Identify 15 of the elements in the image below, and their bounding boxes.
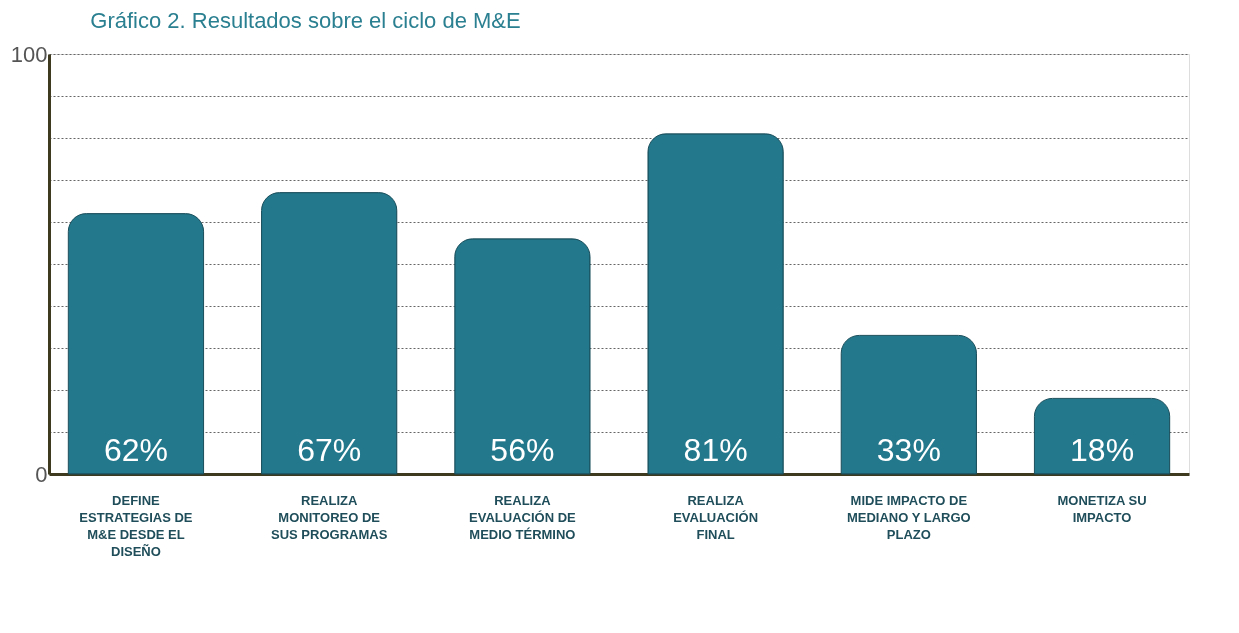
x-tick-label: REALIZA EVALUACIÓN DE MEDIO TÉRMINO bbox=[469, 492, 577, 542]
data-label: 67% bbox=[297, 432, 362, 468]
data-label: 81% bbox=[683, 432, 748, 468]
data-label: 56% bbox=[490, 432, 555, 468]
x-tick-label: MIDE IMPACTO DE MEDIANO Y LARGO PLAZO bbox=[846, 492, 971, 542]
y-tick-label: 100 bbox=[10, 41, 48, 67]
data-label: 33% bbox=[876, 432, 941, 468]
x-tick-label: REALIZA MONITOREO DE SUS PROGRAMAS bbox=[271, 492, 388, 542]
data-label: 18% bbox=[1070, 432, 1135, 468]
data-label: 62% bbox=[103, 432, 168, 468]
x-tick-label: MONETIZA SU IMPACTO bbox=[1057, 492, 1147, 525]
chart-title: Gráfico 2. Resultados sobre el ciclo de M&E bbox=[90, 8, 521, 33]
x-tick-label: REALIZA EVALUACIÓN FINAL bbox=[673, 492, 759, 542]
x-tick-label: DEFINE ESTRATEGIAS DE M&E DESDE EL DISEÑO bbox=[79, 492, 193, 559]
y-tick-label: 0 bbox=[35, 461, 48, 487]
